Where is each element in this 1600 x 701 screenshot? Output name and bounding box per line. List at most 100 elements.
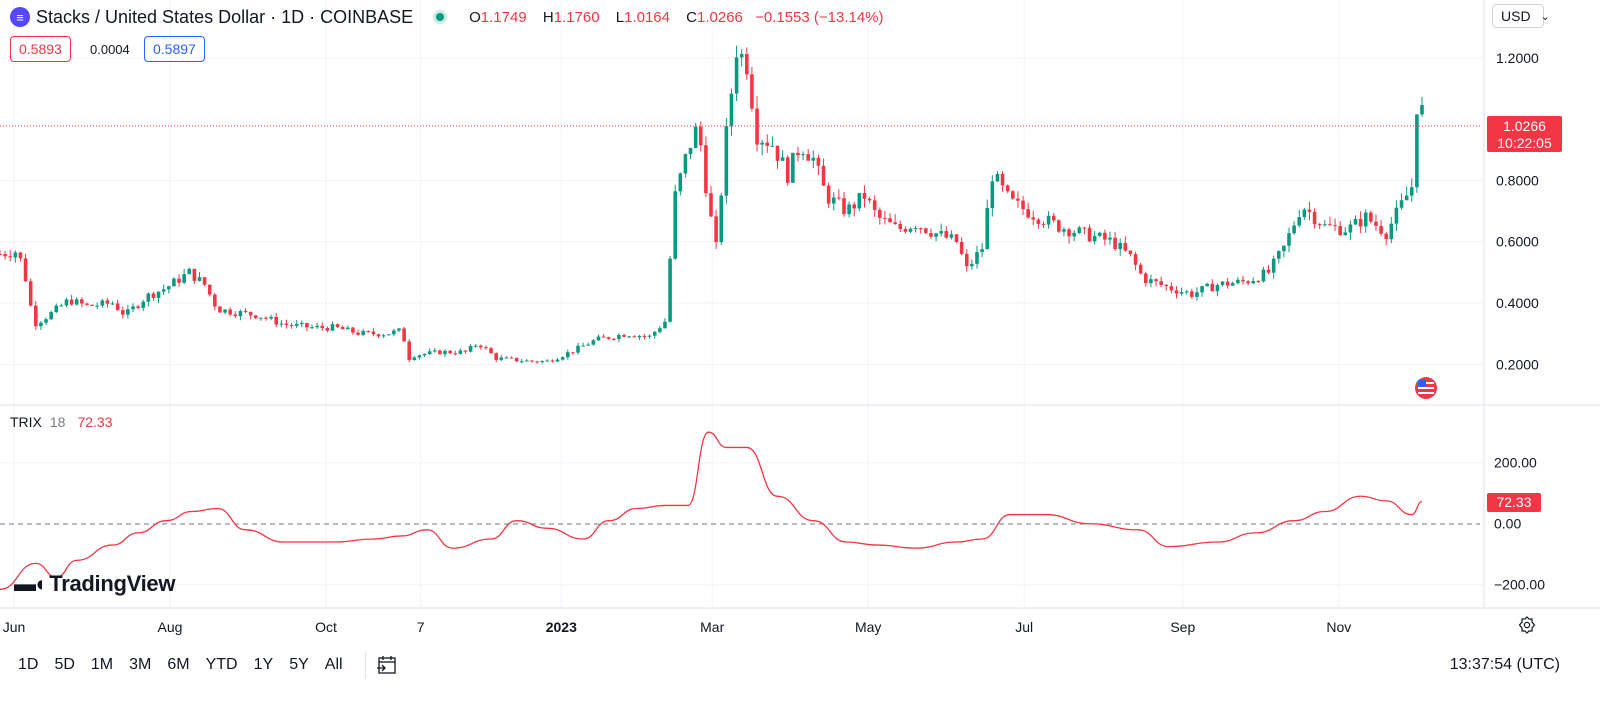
timeframe-1m[interactable]: 1M — [90, 656, 114, 673]
goto-date-icon[interactable] — [376, 654, 398, 676]
candle-body — [560, 357, 565, 360]
timeframe-5d[interactable]: 5D — [54, 656, 75, 673]
timeframe-1y[interactable]: 1Y — [253, 656, 274, 673]
candle-body — [1097, 232, 1102, 236]
candle-body — [1051, 215, 1056, 221]
time-tick-label: Sep — [1170, 619, 1195, 635]
candle-body — [335, 324, 340, 327]
candle-body — [1169, 286, 1174, 291]
candle-body — [1358, 218, 1363, 227]
candle-body — [1389, 223, 1394, 240]
candle-body — [535, 361, 539, 363]
symbol-title[interactable]: Stacks / United States Dollar · 1D · COI… — [36, 6, 414, 27]
candle-body — [1225, 281, 1230, 286]
candle-body — [146, 293, 151, 302]
buy-button[interactable]: 0.5897 — [144, 36, 205, 62]
candle-body — [1195, 292, 1199, 297]
candle-body — [1363, 212, 1368, 227]
time-tick-label: Nov — [1326, 619, 1351, 635]
candle-body — [1297, 217, 1302, 226]
candle-body — [1230, 283, 1235, 286]
candle-body — [530, 360, 534, 362]
candle-body — [218, 306, 222, 313]
candle-body — [34, 305, 38, 327]
candle-body — [1210, 283, 1215, 292]
trix-line — [0, 431, 1423, 590]
settings-gear-icon[interactable] — [1518, 616, 1536, 634]
candle-body — [673, 191, 677, 259]
candle-body — [750, 74, 754, 109]
candle-body — [294, 323, 299, 326]
price-tick-label: 0.8000 — [1496, 172, 1539, 188]
ohlc-values: O1.1749 H1.1760 L1.0164 C1.0266 −0.1553 … — [469, 8, 884, 26]
candle-body — [647, 335, 652, 337]
candle-body — [1133, 254, 1138, 265]
candle-body — [300, 323, 304, 325]
candle-body — [18, 252, 23, 259]
timeframe-6m[interactable]: 6M — [167, 656, 190, 673]
candle-body — [1379, 225, 1383, 234]
candle-body — [417, 355, 422, 358]
candle-body — [1384, 233, 1388, 240]
tradingview-logo[interactable]: ▬◖ TradingView — [14, 571, 176, 596]
candle-body — [760, 142, 764, 145]
candle-body — [182, 274, 186, 283]
candle-body — [519, 361, 524, 363]
candle-body — [3, 254, 7, 257]
candle-body — [555, 359, 560, 362]
candle-body — [54, 305, 59, 313]
chart-canvas[interactable]: 0.2000 0.4000 0.6000 0.8000 1.2000 200.00 0.0… — [0, 0, 1600, 650]
us-flag-icon[interactable] — [1415, 377, 1437, 399]
candle-body — [1021, 200, 1025, 210]
candle-body — [586, 344, 591, 346]
candle-body — [525, 360, 529, 362]
candle-body — [1205, 283, 1209, 287]
candle-body — [381, 335, 386, 337]
utc-clock[interactable]: 13:37:54 (UTC) — [1449, 656, 1560, 673]
candle-body — [612, 338, 616, 340]
candle-body — [1000, 173, 1005, 186]
candle-body — [929, 233, 933, 237]
time-tick-label: Jul — [1015, 619, 1033, 635]
candle-body — [944, 231, 949, 238]
candle-body — [1143, 273, 1148, 284]
candle-body — [1067, 229, 1071, 237]
candle-body — [1348, 224, 1353, 233]
candle-body — [632, 336, 637, 338]
candle-body — [1353, 218, 1358, 225]
stacks-coin-icon: ≡ — [10, 7, 30, 27]
currency-select[interactable]: USD ⌄ — [1492, 4, 1550, 28]
timeframe-all[interactable]: All — [324, 656, 343, 673]
candle-body — [1016, 198, 1020, 201]
candle-body — [698, 126, 703, 146]
candle-body — [141, 301, 146, 308]
candle-body — [1062, 229, 1066, 232]
candle-body — [729, 93, 734, 127]
timeframe-3m[interactable]: 3M — [129, 656, 152, 673]
timeframe-ytd[interactable]: YTD — [205, 656, 238, 673]
candle-body — [576, 345, 580, 353]
candle-body — [1246, 281, 1250, 284]
candle-body — [959, 241, 964, 254]
candle-body — [120, 310, 125, 315]
trix-legend[interactable]: TRIX 18 72.33 — [10, 414, 113, 430]
sell-button[interactable]: 0.5893 — [10, 36, 71, 62]
candle-body — [325, 327, 330, 331]
time-tick-label: Oct — [315, 619, 337, 635]
candle-body — [995, 173, 1000, 182]
candle-body — [1394, 207, 1399, 224]
candle-body — [658, 328, 662, 332]
timeframe-5y[interactable]: 5Y — [289, 656, 309, 673]
time-tick-label: Jun — [3, 619, 26, 635]
timeframe-1d[interactable]: 1D — [18, 656, 39, 673]
price-tick-label: 0.6000 — [1496, 234, 1539, 250]
candle-body — [1138, 264, 1143, 274]
candle-body — [888, 218, 892, 223]
candle-body — [1409, 187, 1414, 196]
candle-body — [371, 331, 376, 335]
candle-body — [704, 145, 708, 194]
candle-body — [213, 294, 217, 307]
candle-body — [663, 321, 667, 329]
candle-body — [85, 303, 89, 305]
candle-body — [724, 126, 729, 196]
